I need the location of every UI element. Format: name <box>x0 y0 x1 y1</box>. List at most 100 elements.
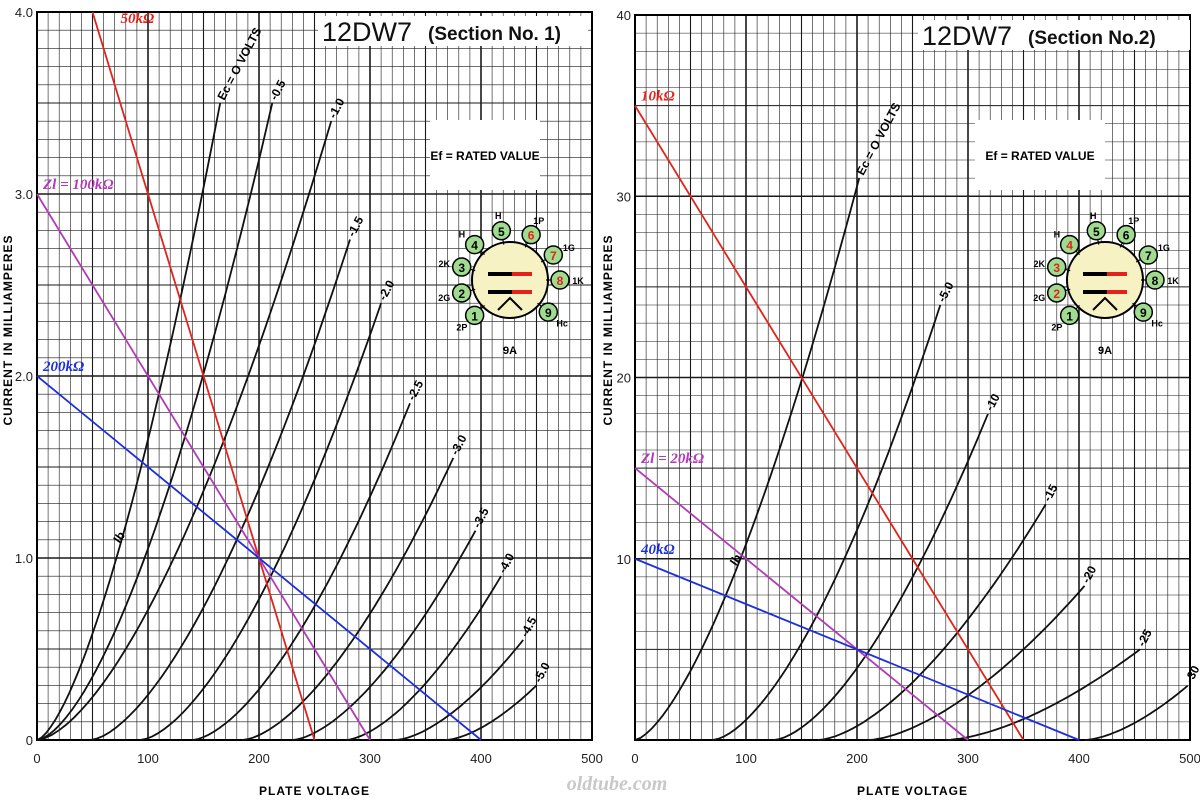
pin <box>1138 245 1159 265</box>
y-axis-label: CURRENT IN MILLIAMPERES <box>601 235 615 426</box>
pin <box>521 224 541 245</box>
pin-label: 2G <box>1033 293 1045 303</box>
pin <box>538 302 559 322</box>
pin-label: 1G <box>1158 243 1170 253</box>
pin-label: 2K <box>1034 259 1046 269</box>
x-tick-label: 300 <box>957 751 979 766</box>
pin-label: 2P <box>456 323 467 333</box>
load-line-label: 50kΩ <box>121 11 155 27</box>
y-tick-label: 2.0 <box>15 369 33 384</box>
pin <box>1046 257 1067 277</box>
pin-label: 1G <box>563 243 575 253</box>
plate-curve <box>36 102 222 741</box>
pin <box>1116 224 1136 245</box>
heater-symbol <box>497 296 523 311</box>
x-tick-label: 0 <box>33 751 40 766</box>
plate-curve <box>192 402 411 741</box>
y-tick-label: 10 <box>617 552 631 567</box>
plate-curve <box>345 575 502 741</box>
pin-label: 2G <box>438 293 450 303</box>
pin-label: H <box>459 229 466 239</box>
pin-label: 2K <box>439 259 451 269</box>
load-line-label: 10kΩ <box>641 89 675 105</box>
pin-label: 1K <box>572 276 584 286</box>
x-tick-label: 100 <box>137 751 159 766</box>
electrode-section <box>512 290 532 294</box>
curve-label: -15 <box>1040 482 1061 504</box>
pin <box>1059 234 1080 255</box>
pin <box>1145 270 1165 290</box>
heater-note: Ef = RATED VALUE <box>985 149 1094 163</box>
curve-label: Ec = O VOLTS <box>854 100 904 177</box>
load-line <box>36 193 371 741</box>
heater-note: Ef = RATED VALUE <box>430 149 539 163</box>
plot-frame <box>634 14 1191 741</box>
x-tick-label: 500 <box>1179 751 1200 766</box>
pin-number: 2 <box>1053 287 1060 301</box>
plate-curve <box>140 302 382 741</box>
plate-curve <box>1084 684 1189 741</box>
pin <box>1133 302 1154 322</box>
base-code: 9A <box>1098 345 1112 357</box>
ib-label: Ib <box>110 529 128 546</box>
x-tick-label: 400 <box>1068 751 1090 766</box>
pin-number: 9 <box>545 306 552 320</box>
chart-title: 12DW7 <box>322 17 412 47</box>
curve-label: -2.5 <box>404 378 426 403</box>
plate-curve <box>90 239 351 741</box>
pin-number: 1 <box>471 309 478 323</box>
pin <box>451 257 472 277</box>
pin-label: Hc <box>1151 318 1163 328</box>
plate-curve <box>712 304 942 741</box>
pin-number: 5 <box>1093 225 1100 239</box>
pin-number: 9 <box>1140 306 1147 320</box>
plate-curve <box>292 530 477 741</box>
x-axis-label: PLATE VOLTAGE <box>259 784 370 798</box>
heater-symbol <box>1092 296 1118 311</box>
pin-label: H <box>1090 211 1097 221</box>
load-line-label: Zl = 100kΩ <box>42 177 114 193</box>
load-lines: 50kΩ Zl = 100kΩ 200kΩ <box>36 11 482 741</box>
electrode-section <box>1107 272 1127 276</box>
chart-subtitle: (Section No. 1) <box>428 24 561 45</box>
pin-label: 1P <box>1128 216 1139 226</box>
curve-label: -5.0 <box>935 279 957 304</box>
pin-number: 4 <box>1066 239 1073 253</box>
load-line <box>634 105 1025 741</box>
load-line-label: Zl = 20kΩ <box>640 451 704 467</box>
load-line <box>634 557 1080 741</box>
grid <box>634 14 1191 741</box>
pin-number: 6 <box>528 229 535 243</box>
x-tick-label: 500 <box>581 751 603 766</box>
curve-label: -30 <box>1182 663 1200 685</box>
pin-number: 5 <box>498 225 505 239</box>
pin-label: H <box>1054 229 1061 239</box>
chart-panel-2: 0 100 200 300 400 500 10 20 30 40 PLATE VOLTAGE CUR… <box>601 8 1200 798</box>
pin-number: 1 <box>1066 309 1073 323</box>
x-tick-label: 100 <box>735 751 757 766</box>
y-tick-label: 4.0 <box>15 5 33 20</box>
electrode-plate <box>1083 272 1127 276</box>
electrode-plate <box>1083 290 1127 294</box>
plate-curve <box>242 457 455 741</box>
curve-label: -3.0 <box>448 432 470 457</box>
curve-label: Ec = O VOLTS <box>214 25 264 102</box>
pin-label: 1K <box>1167 276 1179 286</box>
plate-curve <box>445 684 538 741</box>
chart-title: 12DW7 <box>922 21 1012 51</box>
pin-number: 7 <box>550 249 557 263</box>
plate-curve <box>868 585 1086 741</box>
curve-label: -10 <box>982 391 1003 413</box>
base-code: 9A <box>503 345 517 357</box>
pin <box>1059 305 1080 326</box>
title-box <box>918 20 1190 50</box>
curve-label: -25 <box>1134 627 1155 649</box>
pin <box>543 245 564 265</box>
load-line-label: 40kΩ <box>640 542 675 558</box>
load-line <box>634 467 969 741</box>
load-line-label: 200kΩ <box>42 359 84 375</box>
pin-number: 2 <box>458 287 465 301</box>
electrode-section <box>512 272 532 276</box>
